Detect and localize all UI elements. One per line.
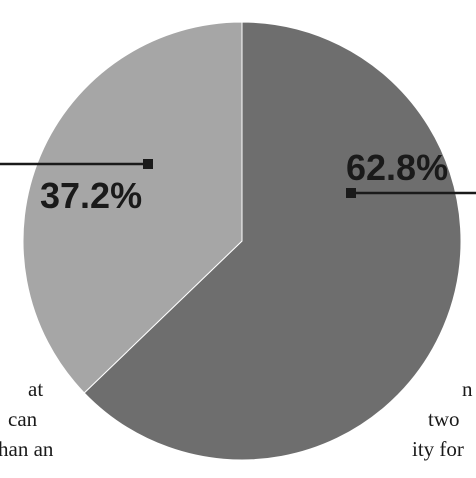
data-label-slice-2: 37.2% bbox=[40, 175, 142, 216]
leader-line-slice-2 bbox=[0, 159, 153, 169]
left-text-line-2: can bbox=[8, 407, 38, 431]
right-text-line-3: ity for bbox=[412, 437, 464, 461]
pie-slices bbox=[22, 21, 462, 461]
pie-slice-2 bbox=[22, 21, 243, 394]
right-text-line-1: n bbox=[462, 377, 473, 401]
pie-slice-1 bbox=[83, 21, 462, 461]
data-label-slice-1: 62.8% bbox=[346, 147, 448, 188]
left-text-line-3: han an bbox=[0, 437, 54, 461]
right-text-line-2: two bbox=[428, 407, 460, 431]
left-text-line-1: at bbox=[28, 377, 43, 401]
leader-line-slice-1 bbox=[346, 188, 476, 198]
